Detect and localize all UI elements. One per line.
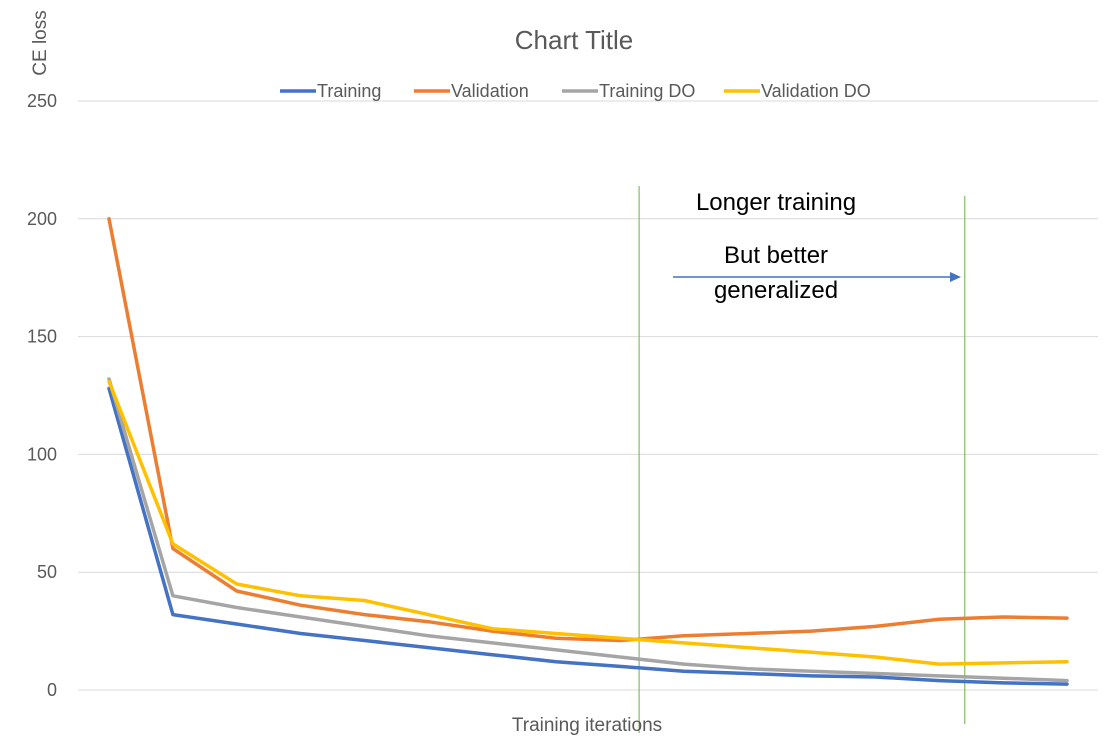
series-line-validation-do (107, 379, 1069, 666)
legend-item-training-do: Training DO (562, 81, 695, 101)
y-tick-label-250: 250 (27, 91, 57, 111)
x-axis-title: Training iterations (512, 715, 662, 736)
legend-item-training: Training (280, 81, 381, 101)
marker-lines (638, 186, 966, 733)
series-layer (107, 217, 1069, 686)
annotation-arrow (673, 272, 961, 282)
series-line-training-do (107, 377, 1069, 683)
annotation-but-better: But better (724, 242, 828, 269)
grid-layer (78, 100, 1098, 691)
arrow-head (950, 272, 961, 282)
y-tick-label-150: 150 (27, 327, 57, 347)
legend-label-training: Training (317, 81, 381, 101)
annotation-generalized: generalized (714, 277, 838, 304)
legend: Training Validation Training DO Validation … (280, 81, 871, 101)
legend-label-validation-do: Validation DO (761, 81, 871, 101)
legend-label-training-do: Training DO (599, 81, 695, 101)
series-line-training (107, 386, 1069, 686)
y-tick-label-0: 0 (47, 680, 57, 700)
annotation-longer-training: Longer training (696, 189, 856, 216)
legend-label-validation: Validation (451, 81, 529, 101)
y-axis-title: CE loss (30, 10, 51, 75)
legend-item-validation-do: Validation DO (724, 81, 871, 101)
legend-item-validation: Validation (414, 81, 529, 101)
y-tick-label-200: 200 (27, 209, 57, 229)
y-tick-label-50: 50 (37, 562, 57, 582)
y-tick-label-100: 100 (27, 444, 57, 464)
chart-title: Chart Title (515, 25, 634, 55)
series-line-validation (107, 217, 1069, 643)
y-axis-ticks: 0 50 100 150 200 250 (27, 91, 57, 700)
